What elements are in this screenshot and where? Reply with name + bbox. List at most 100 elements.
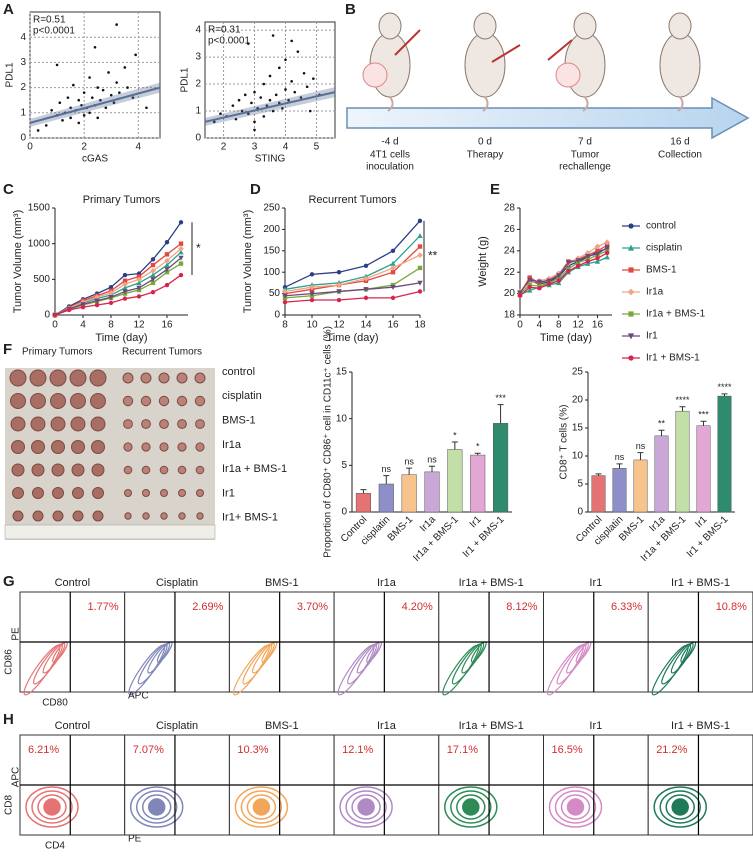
y-tick-label: 1 bbox=[20, 107, 26, 118]
significance: *** bbox=[495, 393, 506, 403]
marker bbox=[336, 297, 342, 303]
tumor bbox=[32, 510, 44, 522]
tumor bbox=[72, 510, 84, 522]
y-tick-label: 150 bbox=[263, 245, 280, 256]
mouse-head bbox=[473, 12, 497, 40]
marker bbox=[164, 240, 170, 245]
marker bbox=[417, 280, 423, 286]
scatter-point bbox=[234, 117, 238, 121]
x-axis-label: Time (day) bbox=[326, 332, 378, 344]
contour bbox=[357, 798, 375, 816]
y-axis-label: CD8⁺ T cells (%) bbox=[559, 405, 570, 480]
scatter-point bbox=[268, 98, 272, 102]
tumor bbox=[31, 440, 45, 454]
x-tick-label: 4 bbox=[80, 320, 86, 331]
marker bbox=[628, 267, 634, 273]
error-bar bbox=[474, 452, 481, 456]
y-tick-label: 4 bbox=[20, 32, 26, 43]
marker bbox=[178, 245, 184, 252]
bar bbox=[470, 454, 486, 513]
step-day: 7 d bbox=[578, 137, 592, 148]
tumor bbox=[158, 372, 170, 384]
tumor bbox=[52, 487, 64, 499]
x-tick-label: 16 bbox=[161, 320, 173, 331]
tumor bbox=[11, 463, 25, 477]
marker bbox=[604, 245, 610, 251]
contour bbox=[450, 790, 492, 824]
scatter-point bbox=[58, 101, 62, 105]
x-tick-label: 12 bbox=[333, 320, 345, 331]
tumor bbox=[52, 510, 64, 522]
flow-title: Cisplatin bbox=[156, 577, 198, 589]
scatter-point bbox=[296, 50, 300, 53]
scatter-point bbox=[112, 101, 116, 105]
mouse-tail bbox=[677, 96, 684, 112]
tumor bbox=[30, 393, 46, 409]
y-tick-label: 50 bbox=[269, 288, 281, 299]
scatter-point bbox=[305, 85, 309, 89]
tumor bbox=[31, 463, 45, 477]
marker bbox=[150, 257, 156, 262]
flow-title: BMS-1 bbox=[265, 577, 299, 589]
scatter-point bbox=[109, 93, 113, 97]
marker bbox=[417, 289, 423, 294]
error-bar bbox=[721, 393, 728, 397]
tumor bbox=[176, 372, 188, 384]
bar bbox=[633, 459, 648, 513]
scatter-point bbox=[88, 111, 91, 115]
y-tick-label: 500 bbox=[33, 274, 50, 285]
y-axis-label: Tumor Volume (mm³) bbox=[12, 210, 24, 314]
scatter-point bbox=[277, 66, 281, 70]
gate-percent: 12.1% bbox=[342, 744, 373, 756]
scatter-point bbox=[281, 107, 284, 110]
contour bbox=[671, 798, 689, 816]
bar bbox=[675, 410, 690, 513]
gate-percent: 3.70% bbox=[297, 601, 328, 613]
contour bbox=[234, 786, 289, 828]
tumor-cells bbox=[362, 62, 388, 88]
scatter-point bbox=[219, 112, 222, 116]
contour bbox=[31, 790, 73, 824]
x-tick-label: 4 bbox=[537, 320, 543, 331]
flow-title: BMS-1 bbox=[265, 720, 299, 732]
tumor bbox=[71, 440, 85, 454]
tumor bbox=[177, 442, 187, 452]
panel-label: C bbox=[3, 181, 14, 198]
contour bbox=[135, 790, 178, 824]
contour bbox=[665, 794, 695, 820]
significance: *** bbox=[698, 410, 709, 420]
marker bbox=[164, 257, 170, 264]
series-line bbox=[284, 220, 421, 288]
scatter-point bbox=[231, 104, 235, 107]
error-bar bbox=[497, 404, 504, 424]
scatter-point bbox=[312, 77, 315, 80]
marker bbox=[282, 293, 288, 299]
tumor-cells bbox=[555, 62, 581, 88]
step-label: Collection bbox=[658, 150, 702, 161]
tumor bbox=[90, 416, 106, 432]
contour bbox=[141, 794, 172, 820]
scatter-point bbox=[55, 63, 59, 67]
x-tick-label: 16 bbox=[387, 320, 399, 331]
error-bar bbox=[360, 489, 367, 494]
error-bar bbox=[451, 441, 458, 450]
tumor bbox=[176, 395, 188, 407]
mouse-head bbox=[668, 12, 692, 40]
tumor bbox=[30, 416, 46, 432]
tumor bbox=[51, 440, 65, 454]
scatter-point bbox=[90, 96, 94, 99]
y-tick-label: 24 bbox=[504, 245, 516, 256]
marker bbox=[536, 279, 543, 285]
flow-title: Ir1a + BMS-1 bbox=[459, 577, 524, 589]
scatter-point bbox=[104, 106, 108, 110]
marker bbox=[108, 294, 114, 301]
row-label: Ir1a bbox=[222, 439, 242, 451]
tumor bbox=[195, 419, 205, 429]
step-label: 4T1 cells bbox=[370, 150, 410, 161]
marker bbox=[517, 293, 523, 298]
y-tick-label: 25 bbox=[572, 367, 584, 378]
scatter-point bbox=[101, 88, 105, 92]
scatter-point bbox=[240, 109, 244, 113]
bar bbox=[447, 449, 463, 513]
scatter-point bbox=[72, 83, 75, 87]
